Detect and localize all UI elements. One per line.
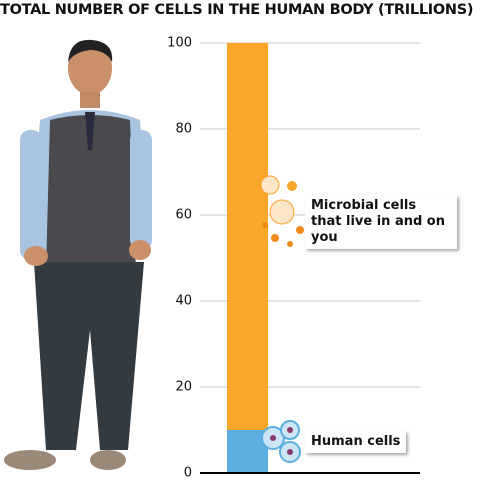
y-tick-label: 40 <box>175 294 192 309</box>
bar-segment <box>227 43 268 430</box>
y-tick-label: 100 <box>167 36 192 51</box>
person-illustration <box>4 39 152 470</box>
chart-title: TOTAL NUMBER OF CELLS IN THE HUMAN BODY … <box>0 2 474 18</box>
y-tick-label: 80 <box>175 122 192 137</box>
human-cell-icon <box>261 420 301 463</box>
legend-entry: Microbial cells that live in and on you <box>305 195 457 249</box>
y-tick-label: 20 <box>175 380 192 395</box>
y-tick-label: 60 <box>175 208 192 223</box>
legend-entry: Human cells <box>305 431 407 453</box>
microbe-icon <box>260 175 304 247</box>
y-tick-label: 0 <box>184 466 192 480</box>
